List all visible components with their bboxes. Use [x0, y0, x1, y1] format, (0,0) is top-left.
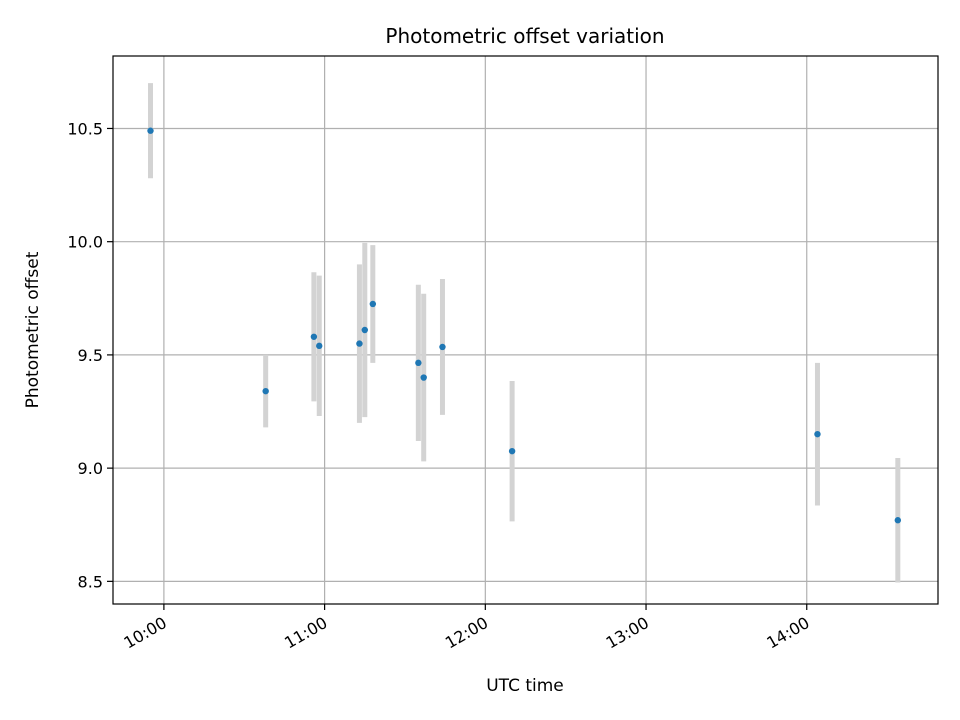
data-point [420, 374, 427, 381]
grid [113, 56, 938, 604]
y-tick-label: 10.5 [67, 119, 103, 138]
x-axis-title: UTC time [486, 676, 564, 696]
data-point [361, 326, 368, 334]
data-point [369, 300, 377, 308]
data-point [508, 447, 516, 455]
y-tick-label: 9.0 [78, 459, 103, 478]
chart-title: Photometric offset variation [385, 24, 664, 48]
data-point [894, 517, 902, 524]
data-point [310, 333, 318, 340]
data-point [814, 430, 821, 438]
y-axis-title: Photometric offset [23, 251, 43, 408]
data-point [356, 340, 363, 347]
data-point [439, 343, 446, 351]
y-axis-ticks: 8.5 9.0 9.5 10.0 10.5 [67, 119, 113, 591]
data-point [147, 127, 154, 134]
y-tick-label: 9.5 [78, 346, 103, 365]
data-points [147, 127, 902, 524]
y-tick-label: 8.5 [78, 572, 103, 591]
data-point [262, 387, 269, 395]
data-point [415, 359, 422, 367]
plot-frame [112, 55, 939, 605]
y-tick-label: 10.0 [67, 233, 103, 252]
data-point [316, 342, 323, 350]
